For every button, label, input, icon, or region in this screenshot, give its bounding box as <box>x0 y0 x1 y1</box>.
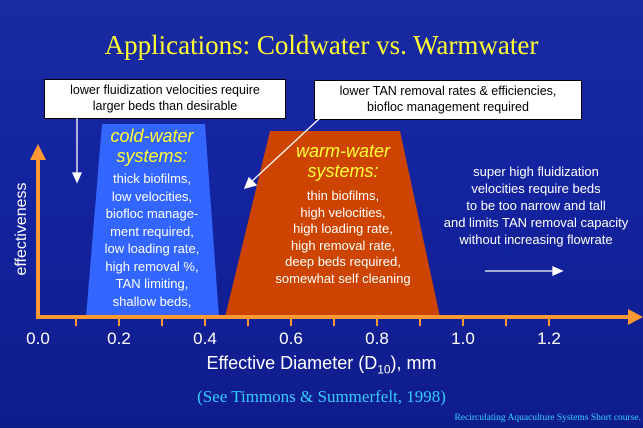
cold-water-description: thick biofilms, low velocities, biofloc … <box>97 170 207 310</box>
super-note-line: to be too narrow and tall <box>466 198 606 213</box>
cold-line: low velocities, <box>111 188 193 204</box>
cold-line: high removal %, <box>105 258 199 274</box>
warm-line: deep beds required, <box>285 254 401 269</box>
tick-label-1.0: 1.0 <box>451 329 475 348</box>
footer-course-name: Recirculating Aquaculture Systems Short … <box>454 413 641 423</box>
right-arrow <box>485 265 564 277</box>
cold-line: TAN limiting, <box>115 276 189 291</box>
cold-line: ment required, <box>110 223 194 239</box>
tick-label-0.0: 0.0 <box>26 329 50 348</box>
citation: (See Timmons & Summerfelt, 1998) <box>197 387 446 406</box>
super-note-line: velocities require beds <box>471 181 601 196</box>
warm-water-title: warm-water systems: <box>258 141 428 181</box>
x-axis-label: Effective Diameter (D10), mm <box>0 353 643 377</box>
cold-note-line-1: lower fluidization velocities require <box>70 83 260 97</box>
slide-title: Applications: Coldwater vs. Warmwater <box>104 30 539 60</box>
warm-line: high removal rate, <box>290 237 396 253</box>
warm-line: thin biofilms, <box>306 188 380 203</box>
super-note-line: without increasing flowrate <box>459 232 613 247</box>
warm-water-region <box>225 131 440 317</box>
x-label-main: Effective Diameter (D <box>206 353 378 373</box>
warm-title-line-1: warm-water <box>295 141 390 161</box>
cold-note-line-2: larger beds than desirable <box>92 99 238 113</box>
warm-line: somewhat self cleaning <box>275 270 411 286</box>
x-axis-arrowhead <box>628 309 643 325</box>
warm-line: high loading rate, <box>293 221 393 236</box>
super-note-line: and limits TAN removal capacity <box>443 215 629 230</box>
super-note-line: super high fluidization <box>473 164 599 179</box>
cold-title-line-1: cold-water <box>110 126 194 146</box>
cold-water-region <box>86 124 219 317</box>
warm-water-description: thin biofilms, high velocities, high loa… <box>258 188 428 287</box>
warm-line: high velocities, <box>300 204 386 220</box>
cold-line: low loading rate, <box>104 241 200 256</box>
cold-note-callout: lower fluidization velocities require la… <box>44 79 286 119</box>
x-axis-ticks <box>75 317 550 326</box>
tick-label-1.2: 1.2 <box>537 329 561 348</box>
warm-note-line-2: biofloc management required <box>367 100 529 114</box>
x-label-tail: ), mm <box>390 353 437 373</box>
y-axis-arrowhead <box>30 144 46 160</box>
y-axis-label: effectiveness <box>13 182 30 276</box>
tick-label-0.6: 0.6 <box>279 329 303 348</box>
cold-line: thick biofilms, <box>112 171 192 186</box>
warm-title-line-2: systems: <box>307 161 379 181</box>
cold-line: shallow beds, <box>112 293 192 309</box>
warm-note-line-1: lower TAN removal rates & efficiencies, <box>339 84 557 98</box>
warm-note-arrow <box>243 117 321 189</box>
tick-label-0.2: 0.2 <box>107 329 131 348</box>
tick-label-0.4: 0.4 <box>193 329 217 348</box>
cold-title-line-2: systems: <box>116 146 188 166</box>
warm-note-callout: lower TAN removal rates & efficiencies, … <box>314 80 582 120</box>
x-label-subscript: 10 <box>377 362 391 377</box>
super-high-note: super high fluidization velocities requi… <box>430 163 642 248</box>
tick-label-0.8: 0.8 <box>365 329 389 348</box>
cold-line: biofloc manage- <box>105 206 199 221</box>
cold-water-title: cold-water systems: <box>97 126 207 166</box>
cold-note-arrow <box>71 117 83 184</box>
